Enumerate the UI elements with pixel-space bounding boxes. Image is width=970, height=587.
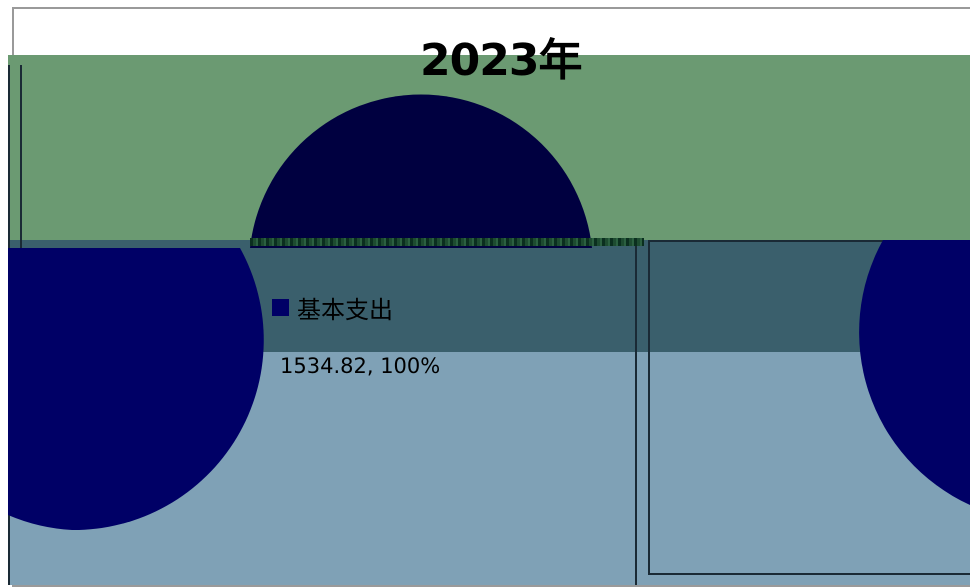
pie-slice-top-fragment: [250, 94, 592, 248]
right-panel-frame: [648, 240, 970, 575]
divider-line: [635, 240, 637, 585]
pie-slice-right-fragment: [859, 240, 970, 505]
chart-title: 2023年: [420, 35, 582, 86]
render-artifact-strip: [250, 238, 644, 246]
legend-label: 基本支出: [297, 296, 393, 324]
legend: 基本支出: [272, 290, 393, 325]
pie-slice-left-fragment: [8, 248, 264, 531]
data-label: 1534.82, 100%: [280, 354, 441, 378]
legend-swatch: [272, 299, 289, 316]
left-border-line-inner: [20, 65, 22, 250]
